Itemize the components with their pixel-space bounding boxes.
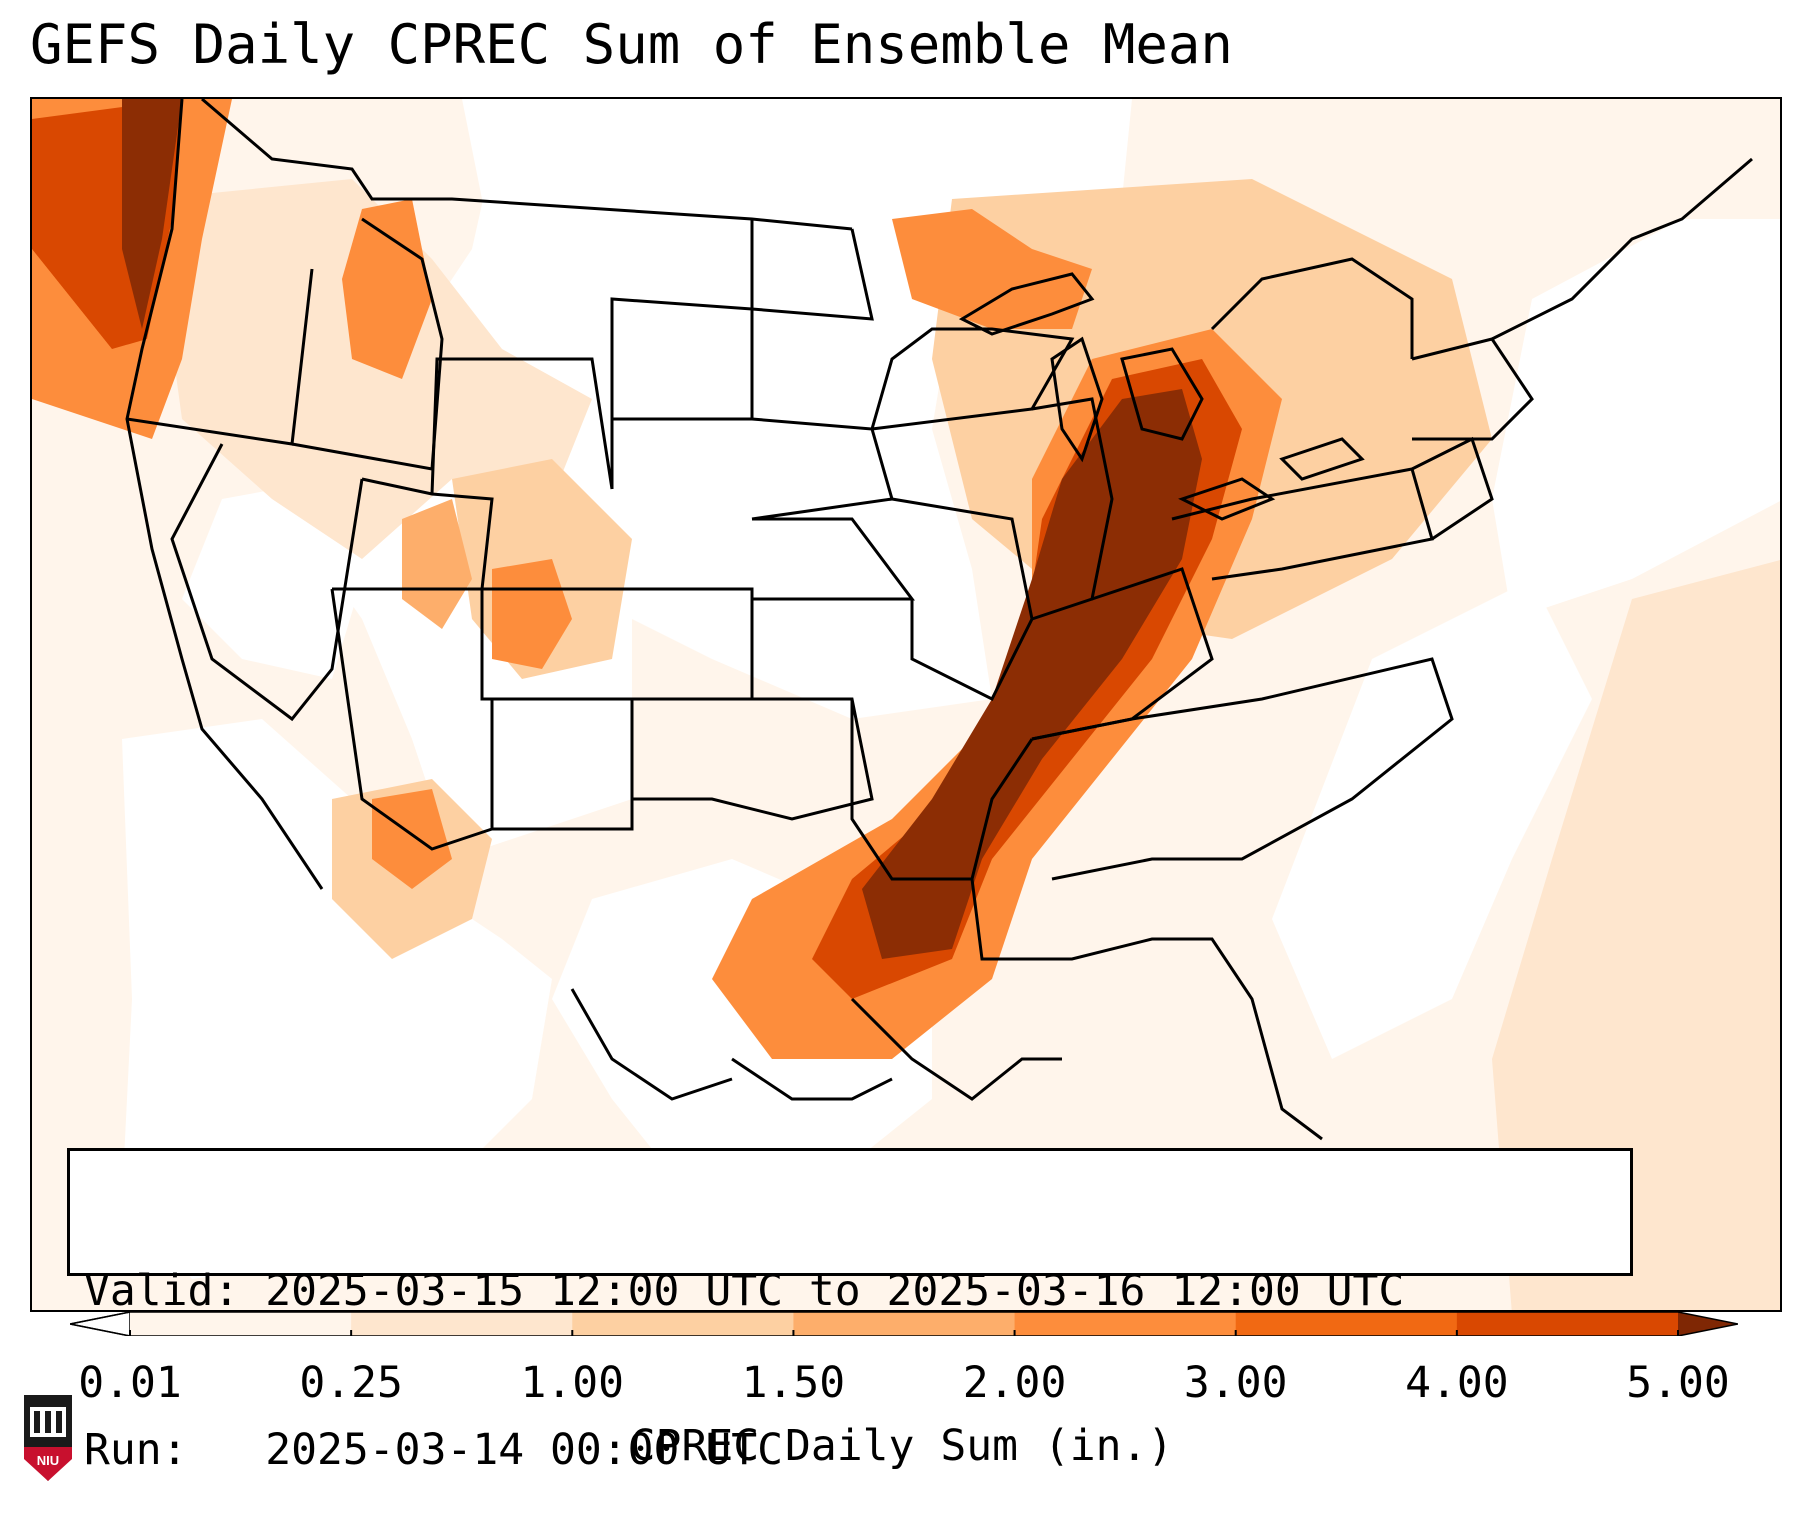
precip-patch-arizona-core bbox=[372, 789, 452, 889]
colorbar-tick-label: 2.00 bbox=[962, 1358, 1067, 1408]
logo-text: NIU bbox=[37, 1453, 59, 1468]
run-value: 2025-03-14 00:00 UTC bbox=[265, 1425, 783, 1475]
colorbar-segment bbox=[572, 1312, 794, 1336]
valid-label: Valid: bbox=[84, 1266, 240, 1316]
colorbar-ticks bbox=[129, 1330, 1679, 1336]
dry-region-canada bbox=[462, 99, 1132, 319]
state-boundaries bbox=[125, 99, 1753, 1141]
valid-row: Valid: 2025-03-15 12:00 UTC to 2025-03-1… bbox=[84, 1265, 1630, 1318]
colorbar-segment bbox=[130, 1312, 352, 1336]
dry-region-southeast bbox=[1272, 579, 1592, 1059]
colorbar-tick-label: 1.00 bbox=[520, 1358, 625, 1408]
colorbar-tick-label: 0.25 bbox=[299, 1358, 403, 1408]
precip-patch-pacific-nw-core bbox=[122, 99, 182, 329]
chart-title: GEFS Daily CPREC Sum of Ensemble Mean bbox=[30, 13, 1233, 76]
valid-run-info-box: Valid: 2025-03-15 12:00 UTC to 2025-03-1… bbox=[67, 1148, 1633, 1475]
colorbar-tick-label: 4.00 bbox=[1405, 1358, 1509, 1408]
precipitation-map bbox=[30, 97, 1782, 1312]
precip-swath-core bbox=[862, 389, 1202, 959]
colorbar-label: CPREC Daily Sum (in.) bbox=[629, 1421, 1174, 1471]
precip-patch-utah bbox=[402, 499, 472, 629]
colorbar-segment bbox=[793, 1312, 1016, 1336]
precip-patch-colorado-core bbox=[492, 559, 572, 669]
map-canvas bbox=[32, 99, 1780, 1310]
dry-region-northeast bbox=[1492, 219, 1780, 619]
precip-patch-atlantic bbox=[1492, 560, 1780, 1310]
niu-logo-icon: NIU bbox=[24, 1395, 72, 1481]
run-row: Run: 2025-03-14 00:00 UTC bbox=[84, 1424, 1630, 1477]
colorbar-under-arrow bbox=[70, 1312, 131, 1336]
colorbar-segment bbox=[1456, 1312, 1679, 1336]
precip-patch-idaho bbox=[342, 199, 432, 379]
great-lakes bbox=[958, 272, 1365, 521]
colorbar-segment bbox=[1235, 1312, 1458, 1336]
colorbar-tick-label: 3.00 bbox=[1183, 1358, 1288, 1408]
dry-region-southwest bbox=[122, 719, 552, 1279]
colorbar-tick-label: 1.50 bbox=[741, 1358, 846, 1408]
colorbar-segments bbox=[70, 1312, 1738, 1336]
colorbar-tick-label: 0.01 bbox=[78, 1358, 182, 1408]
colorbar-tick-label: 5.00 bbox=[1626, 1358, 1730, 1408]
dry-region-plains bbox=[292, 99, 992, 859]
colorbar bbox=[70, 1312, 1738, 1336]
precip-patch-west bbox=[152, 179, 592, 559]
colorbar-segment bbox=[351, 1312, 573, 1336]
precip-patch-lake-superior bbox=[892, 209, 1092, 329]
colorbar-segment bbox=[1014, 1312, 1237, 1336]
valid-value: 2025-03-15 12:00 UTC to 2025-03-16 12:00… bbox=[265, 1266, 1405, 1316]
run-label: Run: bbox=[84, 1425, 188, 1475]
colorbar-over-arrow bbox=[1678, 1312, 1738, 1336]
